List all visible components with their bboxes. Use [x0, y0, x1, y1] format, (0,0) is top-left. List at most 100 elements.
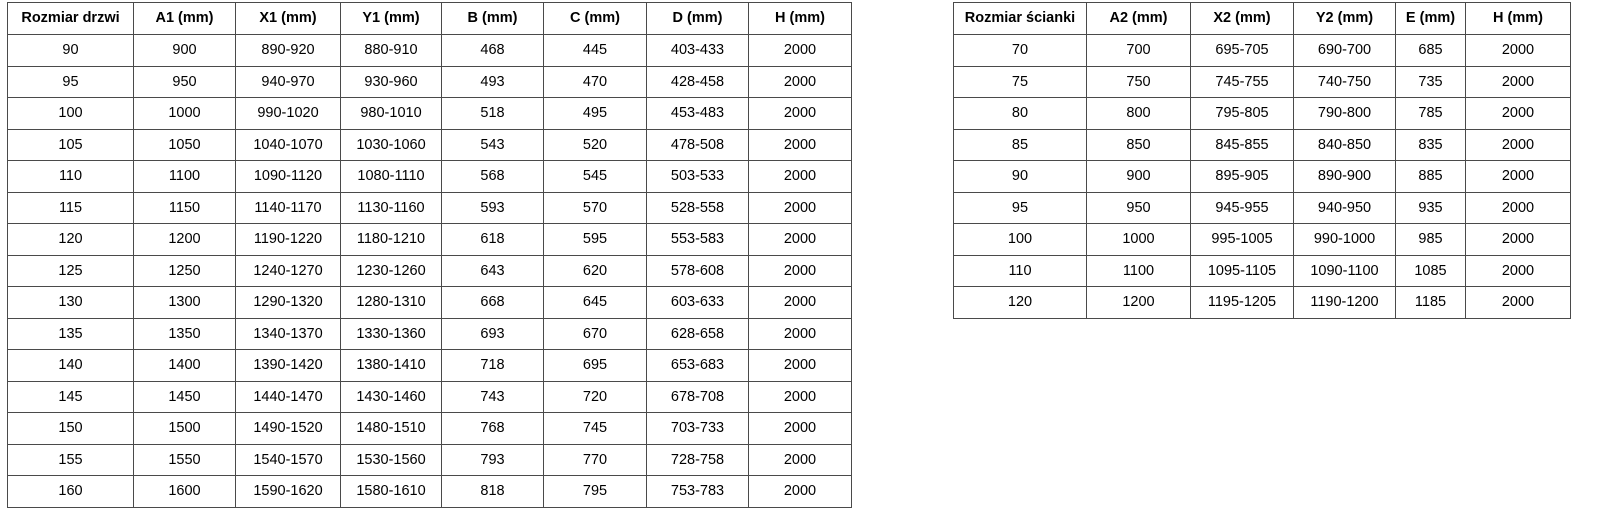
door-dimensions-cell: 618 — [441, 223, 544, 256]
door-dimensions-cell: 695 — [543, 349, 647, 382]
wall-panel-dimensions-cell: 1195-1205 — [1190, 286, 1294, 319]
wall-panel-dimensions-cell: 845-855 — [1190, 128, 1294, 161]
door-dimensions-cell: 95 — [7, 65, 134, 98]
door-dimensions-cell: 428-458 — [646, 65, 749, 98]
door-dimensions-cell: 1550 — [133, 443, 236, 476]
wall-panel-dimensions-cell: 895-905 — [1190, 160, 1294, 193]
door-dimensions-cell: 718 — [441, 349, 544, 382]
door-dimensions-cell: 1340-1370 — [235, 317, 341, 350]
wall-panel-dimensions-cell: 2000 — [1465, 223, 1571, 256]
door-dimensions-row: 155 1550 1540-1570 1530-1560 793 770 728-758 20… — [7, 443, 852, 476]
wall-panel-dimensions-column-header: Y2 (mm) — [1293, 2, 1396, 35]
door-dimensions-cell: 130 — [7, 286, 134, 319]
door-dimensions-cell: 930-960 — [340, 65, 442, 98]
wall-panel-dimensions-cell: 940-950 — [1293, 191, 1396, 224]
door-dimensions-cell: 478-508 — [646, 128, 749, 161]
door-dimensions-row: 115 1150 1140-1170 1130-1160 593 570 528-558 20… — [7, 191, 852, 224]
door-dimensions-cell: 2000 — [748, 128, 852, 161]
door-dimensions-cell: 1100 — [133, 160, 236, 193]
door-dimensions-cell: 160 — [7, 475, 134, 508]
door-dimensions-row: 145 1450 1440-1470 1430-1460 743 720 678-708 20… — [7, 380, 852, 413]
door-dimensions-cell: 1500 — [133, 412, 236, 445]
wall-panel-dimensions-cell: 945-955 — [1190, 191, 1294, 224]
door-dimensions-cell: 1080-1110 — [340, 160, 442, 193]
wall-panel-dimensions-cell: 735 — [1395, 65, 1466, 98]
wall-panel-dimensions-cell: 1100 — [1086, 254, 1191, 287]
wall-panel-dimensions-cell: 885 — [1395, 160, 1466, 193]
door-dimensions-cell: 1240-1270 — [235, 254, 341, 287]
door-dimensions-row: 150 1500 1490-1520 1480-1510 768 745 703-733 20… — [7, 412, 852, 445]
wall-panel-dimensions-cell: 900 — [1086, 160, 1191, 193]
door-dimensions-column-header: Rozmiar drzwi — [7, 2, 134, 35]
wall-panel-dimensions-cell: 2000 — [1465, 65, 1571, 98]
door-dimensions-row: 105 1050 1040-1070 1030-1060 543 520 478-508 20… — [7, 128, 852, 161]
wall-panel-dimensions-column-header: H (mm) — [1465, 2, 1571, 35]
wall-panel-dimensions-cell: 2000 — [1465, 97, 1571, 130]
door-dimensions-cell: 578-608 — [646, 254, 749, 287]
door-dimensions-cell: 120 — [7, 223, 134, 256]
door-dimensions-cell: 770 — [543, 443, 647, 476]
door-dimensions-cell: 1330-1360 — [340, 317, 442, 350]
door-dimensions-column-header: X1 (mm) — [235, 2, 341, 35]
door-dimensions-cell: 545 — [543, 160, 647, 193]
wall-panel-dimensions-cell: 120 — [953, 286, 1087, 319]
door-dimensions-cell: 1030-1060 — [340, 128, 442, 161]
door-dimensions-cell: 818 — [441, 475, 544, 508]
door-dimensions-row: 110 1100 1090-1120 1080-1110 568 545 503-533 20… — [7, 160, 852, 193]
door-dimensions-cell: 1140-1170 — [235, 191, 341, 224]
door-dimensions-cell: 1280-1310 — [340, 286, 442, 319]
door-dimensions-cell: 1480-1510 — [340, 412, 442, 445]
door-dimensions-row: 130 1300 1290-1320 1280-1310 668 645 603-633 20… — [7, 286, 852, 319]
doors-table-body: 90 900 890-920 880-910 468 445 403-433 2000 95 95… — [7, 34, 852, 508]
door-dimensions-cell: 950 — [133, 65, 236, 98]
wall-panel-dimensions-cell: 850 — [1086, 128, 1191, 161]
wall-panel-dimensions-cell: 740-750 — [1293, 65, 1396, 98]
door-dimensions-cell: 703-733 — [646, 412, 749, 445]
wall-panel-dimensions-cell: 2000 — [1465, 286, 1571, 319]
door-dimensions-cell: 1290-1320 — [235, 286, 341, 319]
door-dimensions-cell: 518 — [441, 97, 544, 130]
wall-panel-dimensions-cell: 1085 — [1395, 254, 1466, 287]
door-dimensions-cell: 2000 — [748, 317, 852, 350]
door-dimensions-cell: 1250 — [133, 254, 236, 287]
door-dimensions-cell: 1350 — [133, 317, 236, 350]
door-dimensions-cell: 2000 — [748, 254, 852, 287]
door-dimensions-table: Rozmiar drzwi A1 (mm) X1 (mm) Y1 (mm) B (mm)… — [7, 2, 852, 508]
wall-panel-dimensions-cell: 2000 — [1465, 128, 1571, 161]
door-dimensions-cell: 1580-1610 — [340, 475, 442, 508]
door-dimensions-row: 90 900 890-920 880-910 468 445 403-433 2000 — [7, 34, 852, 67]
door-dimensions-cell: 2000 — [748, 191, 852, 224]
door-dimensions-cell: 1040-1070 — [235, 128, 341, 161]
wall-panel-dimensions-cell: 2000 — [1465, 34, 1571, 67]
door-dimensions-cell: 155 — [7, 443, 134, 476]
wall-panel-dimensions-table: Rozmiar ścianki A2 (mm) X2 (mm) Y2 (mm) E (m… — [953, 2, 1571, 319]
door-dimensions-cell: 768 — [441, 412, 544, 445]
door-dimensions-cell: 880-910 — [340, 34, 442, 67]
door-dimensions-cell: 1200 — [133, 223, 236, 256]
door-dimensions-cell: 2000 — [748, 160, 852, 193]
door-dimensions-cell: 593 — [441, 191, 544, 224]
door-dimensions-column-header: D (mm) — [646, 2, 749, 35]
door-dimensions-cell: 568 — [441, 160, 544, 193]
door-dimensions-cell: 1230-1260 — [340, 254, 442, 287]
door-dimensions-cell: 1090-1120 — [235, 160, 341, 193]
door-dimensions-cell: 2000 — [748, 97, 852, 130]
door-dimensions-row: 140 1400 1390-1420 1380-1410 718 695 653-683 20… — [7, 349, 852, 382]
wall-panel-dimensions-cell: 1185 — [1395, 286, 1466, 319]
wall-panel-dimensions-cell: 2000 — [1465, 254, 1571, 287]
wall-panel-dimensions-cell: 695-705 — [1190, 34, 1294, 67]
wall-panel-dimensions-column-header: A2 (mm) — [1086, 2, 1191, 35]
wall-panel-dimensions-cell: 2000 — [1465, 191, 1571, 224]
wall-panel-dimensions-cell: 690-700 — [1293, 34, 1396, 67]
door-dimensions-cell: 628-658 — [646, 317, 749, 350]
door-dimensions-cell: 2000 — [748, 349, 852, 382]
door-dimensions-cell: 2000 — [748, 286, 852, 319]
wall-panel-dimensions-row: 90 900 895-905 890-900 885 2000 — [953, 160, 1571, 193]
wall-panel-dimensions-cell: 935 — [1395, 191, 1466, 224]
door-dimensions-cell: 543 — [441, 128, 544, 161]
wall-panel-dimensions-cell: 90 — [953, 160, 1087, 193]
door-dimensions-cell: 795 — [543, 475, 647, 508]
door-dimensions-column-header: A1 (mm) — [133, 2, 236, 35]
door-dimensions-cell: 140 — [7, 349, 134, 382]
door-dimensions-cell: 728-758 — [646, 443, 749, 476]
